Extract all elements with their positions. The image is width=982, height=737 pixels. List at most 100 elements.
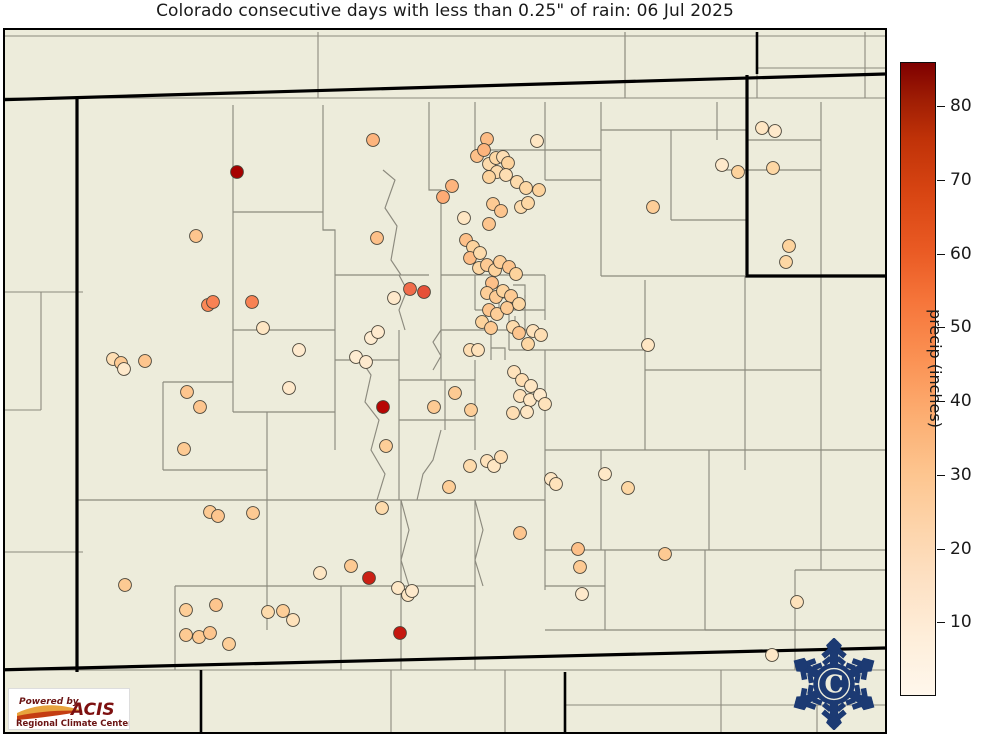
- station-marker[interactable]: [715, 158, 729, 172]
- station-marker[interactable]: [393, 626, 407, 640]
- station-marker[interactable]: [765, 648, 779, 662]
- station-marker[interactable]: [509, 267, 523, 281]
- station-marker[interactable]: [138, 354, 152, 368]
- station-marker[interactable]: [405, 584, 419, 598]
- station-marker[interactable]: [366, 133, 380, 147]
- station-marker[interactable]: [641, 338, 655, 352]
- station-marker[interactable]: [376, 400, 390, 414]
- station-marker[interactable]: [464, 403, 478, 417]
- station-marker[interactable]: [292, 343, 306, 357]
- station-marker[interactable]: [256, 321, 270, 335]
- station-marker[interactable]: [573, 560, 587, 574]
- station-marker[interactable]: [512, 297, 526, 311]
- colorado-map[interactable]: [5, 30, 885, 732]
- station-marker[interactable]: [203, 626, 217, 640]
- station-marker[interactable]: [477, 143, 491, 157]
- station-marker[interactable]: [571, 542, 585, 556]
- station-marker[interactable]: [482, 170, 496, 184]
- station-marker[interactable]: [222, 637, 236, 651]
- station-marker[interactable]: [484, 321, 498, 335]
- station-marker[interactable]: [344, 559, 358, 573]
- station-marker[interactable]: [391, 581, 405, 595]
- station-marker[interactable]: [403, 282, 417, 296]
- station-marker[interactable]: [209, 598, 223, 612]
- station-marker[interactable]: [177, 442, 191, 456]
- station-marker[interactable]: [499, 168, 513, 182]
- station-marker[interactable]: [534, 328, 548, 342]
- station-marker[interactable]: [575, 587, 589, 601]
- station-marker[interactable]: [494, 450, 508, 464]
- station-marker[interactable]: [598, 467, 612, 481]
- station-marker[interactable]: [179, 628, 193, 642]
- station-marker[interactable]: [370, 231, 384, 245]
- acis-logo[interactable]: Powered by ACIS Regional Climate Centers: [8, 688, 130, 730]
- page-title: Colorado consecutive days with less than…: [156, 1, 734, 21]
- station-marker[interactable]: [359, 355, 373, 369]
- station-marker[interactable]: [549, 477, 563, 491]
- station-marker[interactable]: [379, 439, 393, 453]
- station-marker[interactable]: [445, 179, 459, 193]
- colorbar-tick: [937, 548, 945, 550]
- station-marker[interactable]: [179, 603, 193, 617]
- station-marker[interactable]: [276, 604, 290, 618]
- station-marker[interactable]: [512, 326, 526, 340]
- station-marker[interactable]: [501, 156, 515, 170]
- station-marker[interactable]: [768, 124, 782, 138]
- station-marker[interactable]: [286, 613, 300, 627]
- snowflake-watermark: C: [788, 637, 880, 731]
- station-marker[interactable]: [532, 183, 546, 197]
- station-marker[interactable]: [463, 459, 477, 473]
- station-marker[interactable]: [246, 506, 260, 520]
- station-marker[interactable]: [782, 239, 796, 253]
- station-marker[interactable]: [206, 295, 220, 309]
- station-marker[interactable]: [524, 379, 538, 393]
- station-marker[interactable]: [621, 481, 635, 495]
- station-marker[interactable]: [193, 400, 207, 414]
- station-marker[interactable]: [457, 211, 471, 225]
- station-marker[interactable]: [494, 204, 508, 218]
- station-marker[interactable]: [375, 501, 389, 515]
- station-marker[interactable]: [417, 285, 431, 299]
- station-marker[interactable]: [117, 362, 131, 376]
- station-marker[interactable]: [118, 578, 132, 592]
- colorbar-tick: [937, 622, 945, 624]
- station-marker[interactable]: [766, 161, 780, 175]
- station-marker[interactable]: [427, 400, 441, 414]
- station-marker[interactable]: [646, 200, 660, 214]
- station-marker[interactable]: [471, 343, 485, 357]
- station-marker[interactable]: [313, 566, 327, 580]
- station-marker[interactable]: [362, 571, 376, 585]
- station-marker[interactable]: [230, 165, 244, 179]
- station-marker[interactable]: [506, 406, 520, 420]
- station-marker[interactable]: [530, 134, 544, 148]
- station-marker[interactable]: [521, 337, 535, 351]
- station-marker[interactable]: [180, 385, 194, 399]
- station-marker[interactable]: [490, 307, 504, 321]
- station-marker[interactable]: [538, 397, 552, 411]
- station-marker[interactable]: [779, 255, 793, 269]
- station-marker[interactable]: [521, 196, 535, 210]
- station-marker[interactable]: [658, 547, 672, 561]
- station-marker[interactable]: [500, 301, 514, 315]
- colorbar[interactable]: 80 70 60 50 40 30 20 10: [900, 62, 972, 696]
- station-marker[interactable]: [520, 405, 534, 419]
- station-marker[interactable]: [387, 291, 401, 305]
- station-marker[interactable]: [436, 190, 450, 204]
- station-marker[interactable]: [790, 595, 804, 609]
- station-marker[interactable]: [442, 480, 456, 494]
- station-marker[interactable]: [189, 229, 203, 243]
- station-marker[interactable]: [473, 246, 487, 260]
- station-marker[interactable]: [487, 459, 501, 473]
- station-marker[interactable]: [513, 526, 527, 540]
- station-marker[interactable]: [371, 325, 385, 339]
- station-marker[interactable]: [482, 217, 496, 231]
- station-marker[interactable]: [211, 509, 225, 523]
- station-marker[interactable]: [282, 381, 296, 395]
- station-marker[interactable]: [245, 295, 259, 309]
- station-marker[interactable]: [261, 605, 275, 619]
- station-marker[interactable]: [448, 386, 462, 400]
- station-marker[interactable]: [731, 165, 745, 179]
- map-canvas[interactable]: [3, 28, 887, 734]
- station-marker[interactable]: [755, 121, 769, 135]
- station-marker[interactable]: [519, 181, 533, 195]
